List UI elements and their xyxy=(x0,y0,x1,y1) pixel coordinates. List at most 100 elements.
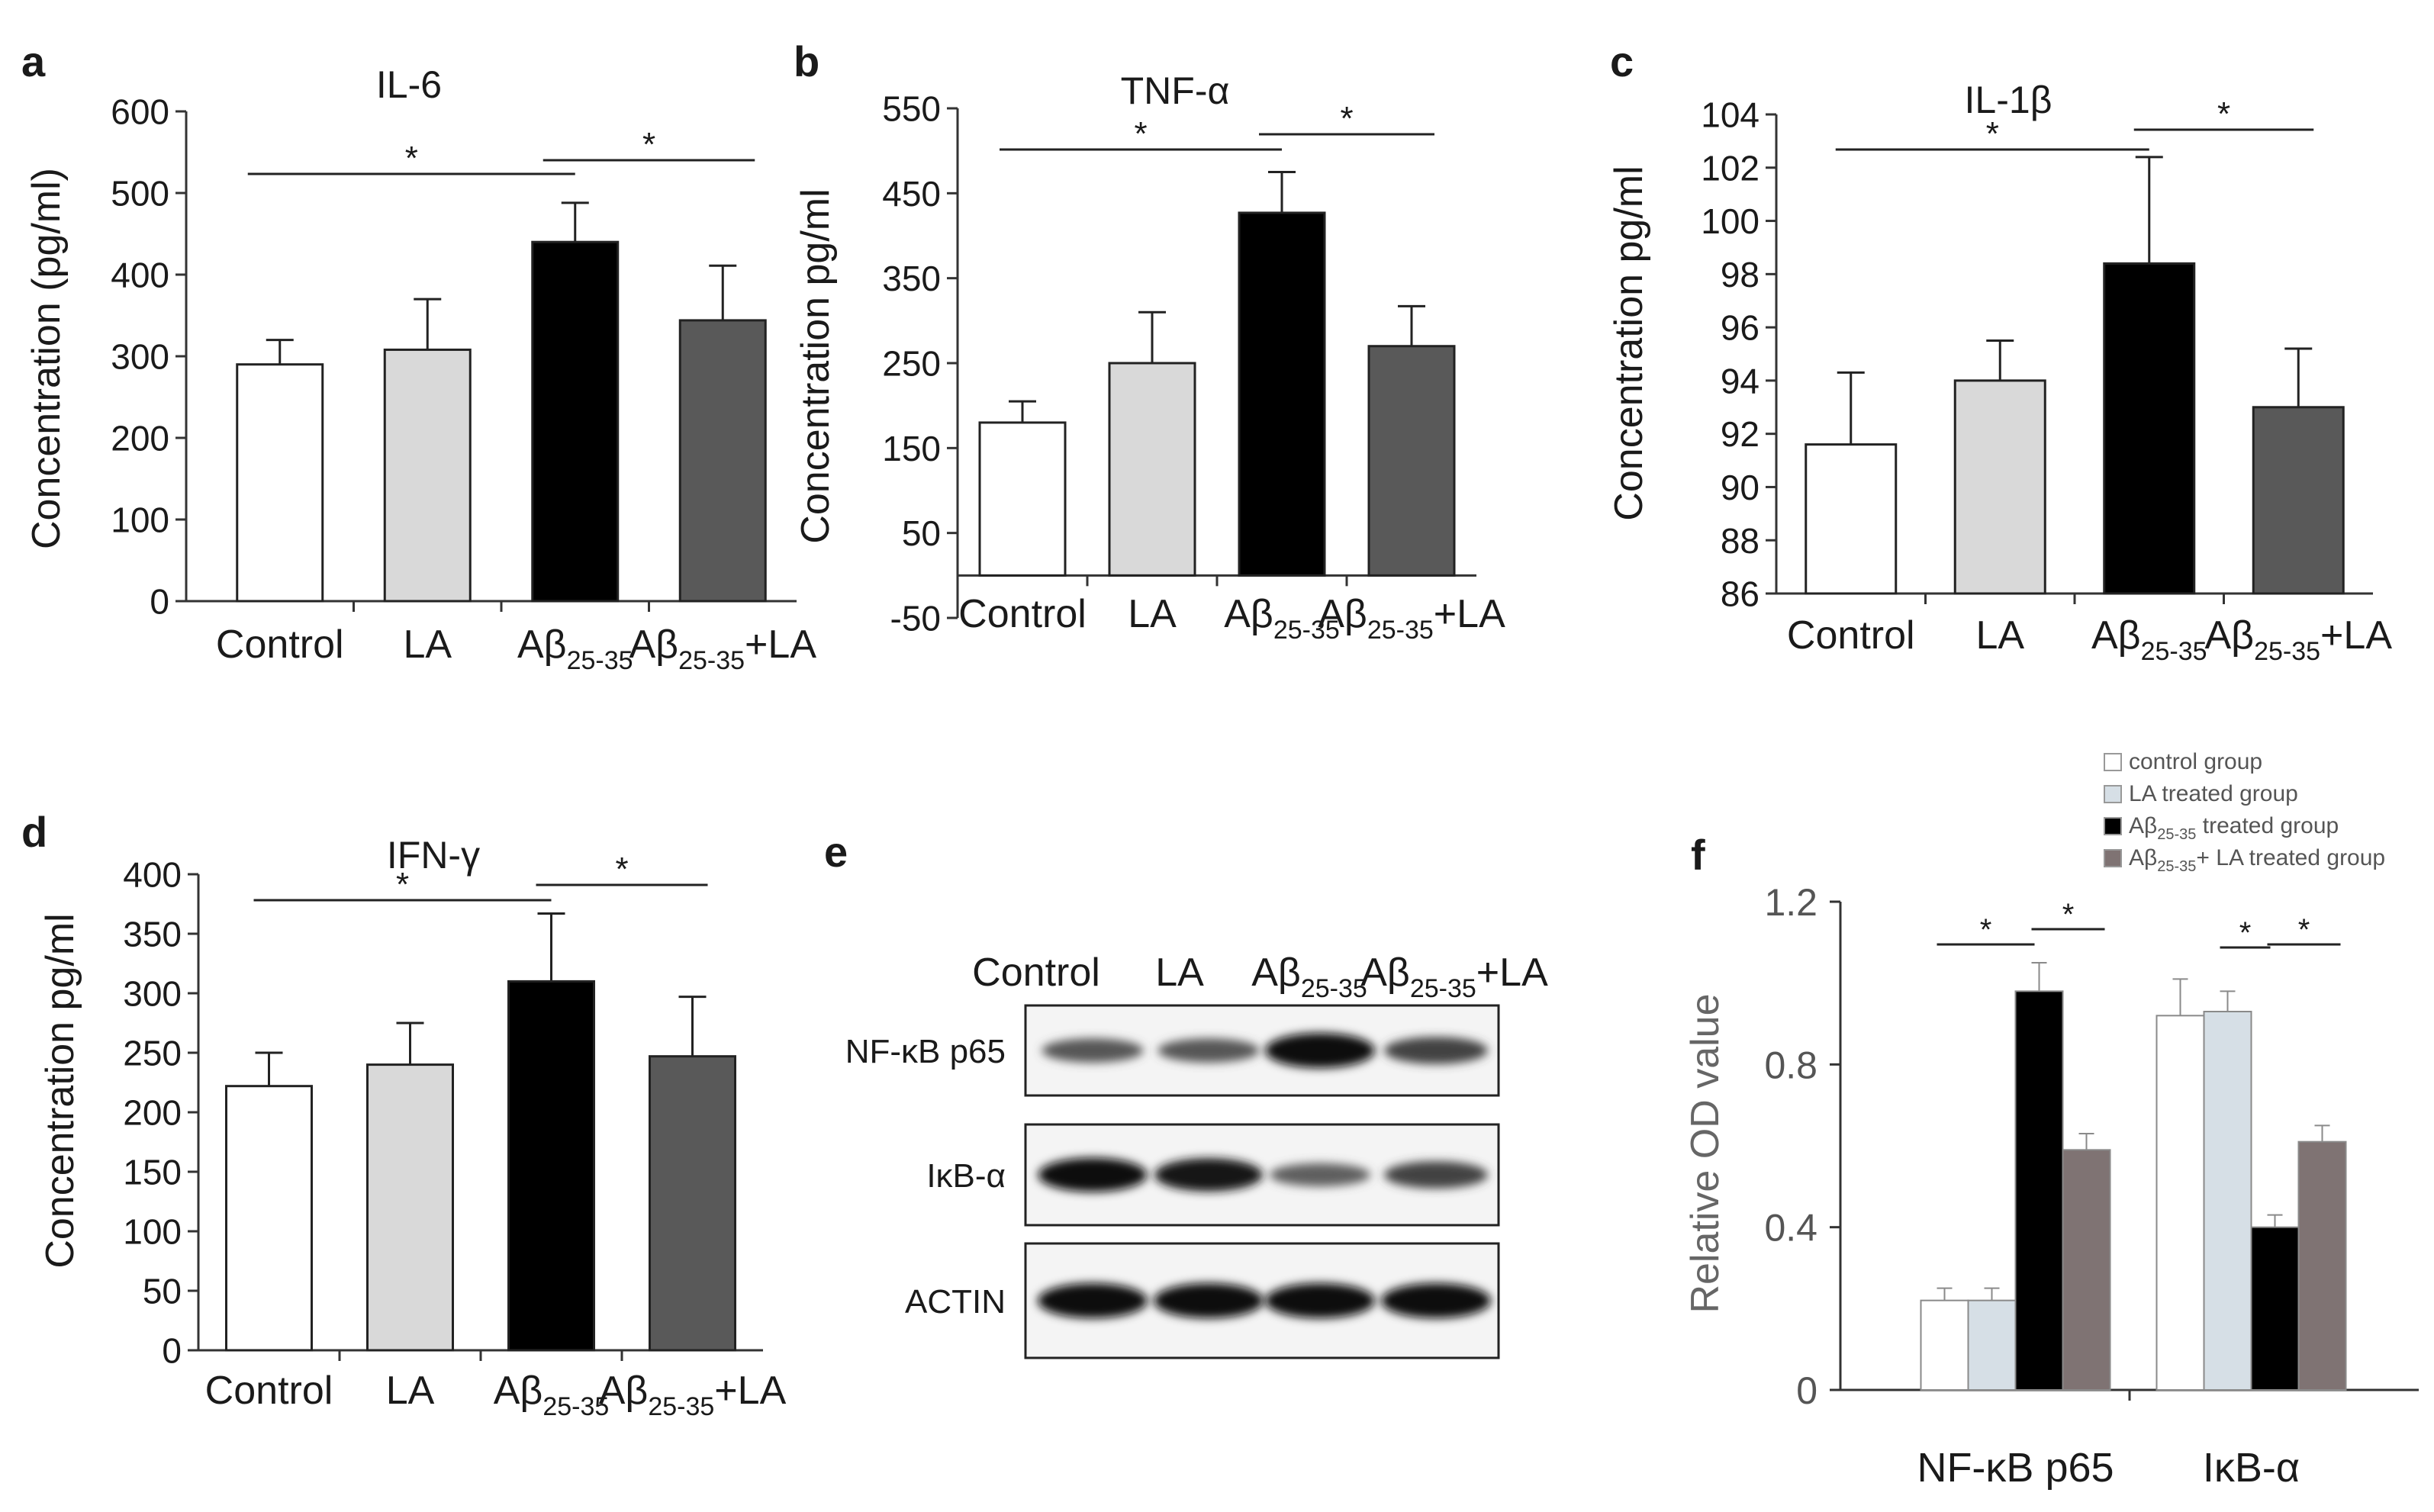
blot-band xyxy=(1381,1283,1491,1318)
blot-band xyxy=(1038,1157,1148,1192)
panel-letter: f xyxy=(1691,831,1705,879)
x-category-label: Aβ25-35 xyxy=(1224,592,1340,645)
significance-star: * xyxy=(1980,913,1992,947)
legend-label: LA treated group xyxy=(2129,781,2298,806)
y-tick-label: 92 xyxy=(1721,414,1759,454)
legend-swatch xyxy=(2104,753,2122,771)
y-tick-label: 250 xyxy=(123,1034,182,1073)
panel-b: b TNF-α Concentration pg/ml -50 50 150 250 350 4… xyxy=(794,37,1505,645)
panel-title: IL-1β xyxy=(1965,79,2052,121)
blot-band xyxy=(1265,1033,1375,1068)
legend-swatch xyxy=(2104,785,2122,803)
bar xyxy=(1805,443,1898,595)
x-category-label: Aβ25-35+LA xyxy=(2204,613,2392,666)
panel-letter: e xyxy=(824,828,848,876)
x-category-label: Aβ25-35 xyxy=(517,622,633,675)
panel-letter: c xyxy=(1610,37,1634,85)
y-tick-label: 150 xyxy=(882,429,941,468)
y-tick-label: 550 xyxy=(882,89,941,129)
significance-star: * xyxy=(1340,100,1353,137)
significance-star: * xyxy=(2298,913,2310,947)
y-tick-label: 100 xyxy=(123,1212,182,1252)
y-axis-label: Concentration pg/ml xyxy=(38,913,82,1268)
y-tick-label: 104 xyxy=(1701,95,1759,135)
y-tick-label: 600 xyxy=(111,92,169,132)
y-tick-label: 50 xyxy=(902,513,941,553)
y-tick-label: 100 xyxy=(1701,201,1759,241)
bar xyxy=(1238,211,1326,577)
panel-title: IL-6 xyxy=(376,63,442,106)
bar xyxy=(1108,362,1196,577)
y-tick-label: 200 xyxy=(123,1093,182,1133)
y-tick-label: 450 xyxy=(882,174,941,214)
significance-star: * xyxy=(1986,115,1999,153)
y-tick-label: 88 xyxy=(1721,521,1759,561)
significance-star: * xyxy=(1134,115,1147,153)
bar xyxy=(2014,990,2064,1391)
y-tick-label: -50 xyxy=(890,599,941,639)
bar xyxy=(225,1085,313,1352)
bar xyxy=(1967,1299,2017,1391)
bar xyxy=(366,1063,454,1352)
significance-star: * xyxy=(2239,916,2252,950)
panel-c: c IL-1β Concentration pg/ml 86 88 90 92 94 96 98 1… xyxy=(1607,37,2392,666)
lane-label: LA xyxy=(1155,951,1204,995)
blot-row-label: IκB-α xyxy=(926,1157,1006,1195)
y-tick-label: 102 xyxy=(1701,148,1759,188)
y-tick-label: 100 xyxy=(111,500,169,540)
bar xyxy=(236,363,324,603)
x-category-label: Aβ25-35+LA xyxy=(1318,592,1505,645)
blot-band xyxy=(1384,1161,1488,1189)
y-axis-label: Concentration pg/ml xyxy=(1607,166,1651,520)
bar xyxy=(2062,1149,2111,1391)
y-tick-label: 500 xyxy=(111,174,169,214)
legend-label: Aβ25-35+ LA treated group xyxy=(2129,845,2385,875)
y-tick-label: 50 xyxy=(143,1272,182,1311)
legend-swatch xyxy=(2104,817,2122,835)
bar xyxy=(649,1055,736,1352)
y-axis-label: Concentration pg/ml xyxy=(794,188,838,543)
x-category-label: LA xyxy=(1128,592,1177,636)
x-category-label: LA xyxy=(403,622,452,667)
x-category-label: IκB-α xyxy=(2203,1445,2300,1491)
x-category-label: Aβ25-35+LA xyxy=(629,622,816,675)
legend-swatch xyxy=(2104,849,2122,867)
blot-band xyxy=(1042,1038,1144,1063)
bar xyxy=(2297,1140,2347,1391)
lane-label: Control xyxy=(972,951,1100,995)
x-category-label: Aβ25-35 xyxy=(494,1369,610,1421)
blot-band xyxy=(1154,1283,1264,1318)
bar xyxy=(507,980,595,1352)
bar xyxy=(2203,1011,2252,1391)
panel-f: f 0 0.4 0.8 1.2 Relative OD value NF-κB p65 IκB… xyxy=(1683,749,2419,1491)
x-category-label: NF-κB p65 xyxy=(1917,1445,2114,1491)
y-tick-label: 98 xyxy=(1721,255,1759,294)
significance-star: * xyxy=(405,140,418,177)
significance-star: * xyxy=(2217,95,2230,133)
lane-label: Aβ25-35 xyxy=(1251,951,1367,1003)
blot-band xyxy=(1265,1283,1375,1318)
y-tick-label: 0.8 xyxy=(1764,1044,1817,1086)
legend: control group LA treated group Aβ25-35 tre… xyxy=(2104,749,2385,875)
panel-title: TNF-α xyxy=(1121,69,1230,112)
y-axis-label: Concentration (pg/ml) xyxy=(24,168,69,549)
x-category-label: Control xyxy=(958,592,1087,636)
bar xyxy=(1920,1299,1969,1391)
panel-letter: a xyxy=(21,37,46,85)
significance-star: * xyxy=(396,866,409,903)
blot-band xyxy=(1384,1037,1488,1064)
blot-band xyxy=(1038,1283,1148,1318)
bar xyxy=(1367,345,1456,577)
bar xyxy=(2103,262,2196,595)
legend-label: control group xyxy=(2129,749,2262,774)
x-category-label: Control xyxy=(1787,613,1915,658)
lane-label: Aβ25-35+LA xyxy=(1360,951,1548,1003)
x-category-label: Control xyxy=(205,1369,333,1413)
bar xyxy=(531,240,620,603)
y-tick-label: 400 xyxy=(123,855,182,895)
bar xyxy=(383,348,472,603)
y-tick-label: 0 xyxy=(150,582,169,622)
y-tick-label: 350 xyxy=(882,259,941,298)
